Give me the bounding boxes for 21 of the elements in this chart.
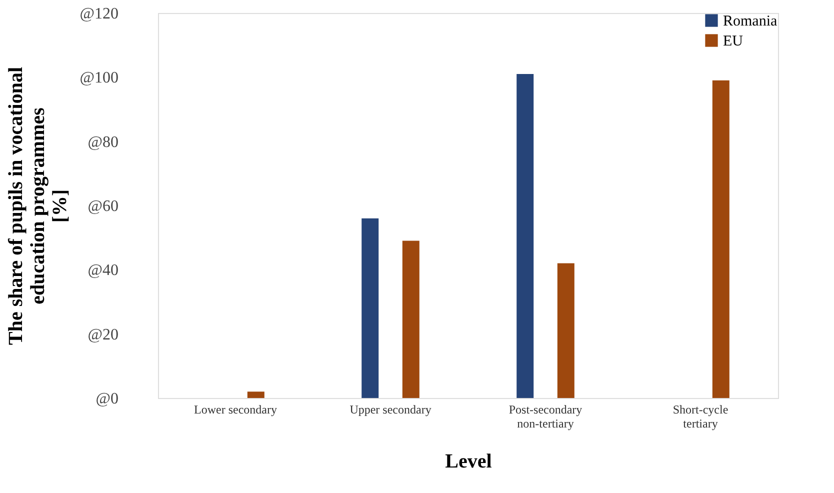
x-tick-label: Post-secondary non-tertiary xyxy=(508,402,582,430)
bar xyxy=(247,392,264,398)
x-axis-title: Level xyxy=(445,450,492,472)
y-tick-label: @0 xyxy=(96,390,118,408)
y-axis-title: The share of pupils in vocational education programmes [%] xyxy=(4,66,71,346)
x-tick-label: Short-cycle tertiary xyxy=(672,402,728,430)
y-tick-label: @40 xyxy=(88,262,118,280)
bar xyxy=(516,74,534,398)
legend-label: EU xyxy=(723,34,744,50)
bar xyxy=(557,263,574,398)
x-tick-label: Lower secondary xyxy=(194,402,277,416)
bar xyxy=(362,218,379,398)
bar xyxy=(402,240,420,398)
y-tick-label: @80 xyxy=(88,134,118,151)
bar xyxy=(712,80,730,398)
x-tick-label: Upper secondary xyxy=(350,402,432,416)
y-tick-label: @60 xyxy=(88,198,118,215)
y-tick-label: @20 xyxy=(88,326,118,344)
legend-label: Romania xyxy=(723,14,778,30)
y-tick-label: @120 xyxy=(80,6,118,22)
y-tick-label: @100 xyxy=(80,70,118,87)
